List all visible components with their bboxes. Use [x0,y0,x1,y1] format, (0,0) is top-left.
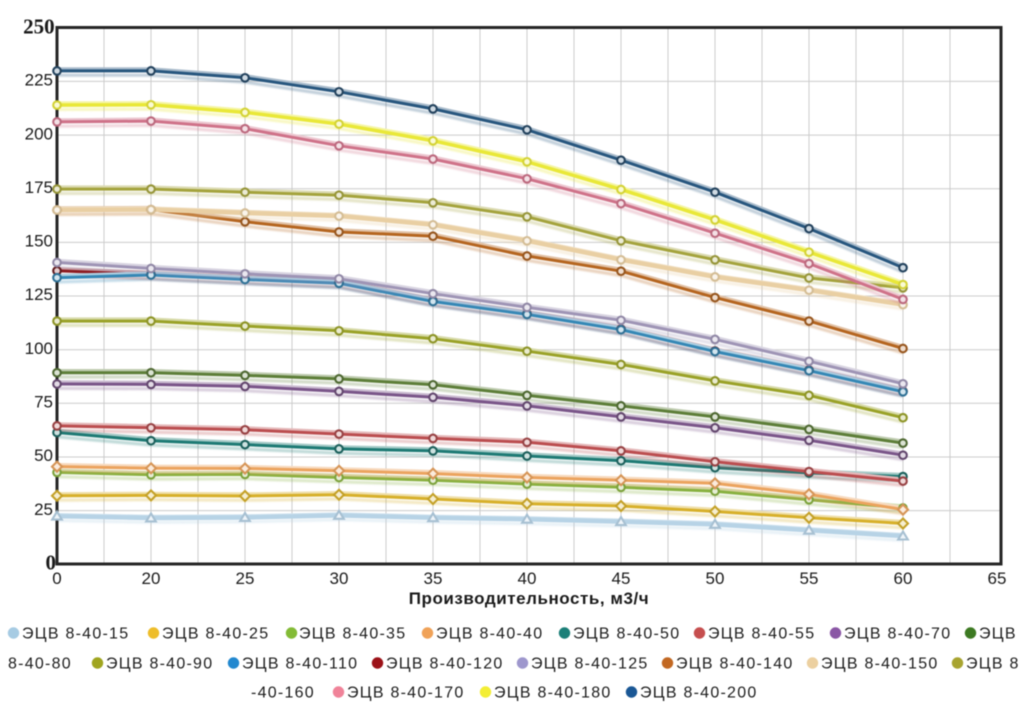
svg-text:50: 50 [34,446,53,465]
svg-text:175: 175 [25,178,53,197]
svg-text:ЭЦВ 8-40-140: ЭЦВ 8-40-140 [676,656,794,673]
svg-text:ЭЦВ 8-40-50: ЭЦВ 8-40-50 [573,626,680,643]
svg-text:225: 225 [25,71,53,90]
svg-text:ЭЦВ 8-40-15: ЭЦВ 8-40-15 [22,626,129,643]
svg-text:250: 250 [23,15,55,39]
svg-text:30: 30 [330,569,349,588]
svg-text:0: 0 [46,551,57,575]
svg-text:25: 25 [236,569,255,588]
svg-text:Производительность, м3/ч: Производительность, м3/ч [409,589,649,608]
svg-text:ЭЦВ 8-40-125: ЭЦВ 8-40-125 [531,656,649,673]
svg-text:40: 40 [518,569,537,588]
svg-text:ЭЦВ 8-40-120: ЭЦВ 8-40-120 [386,656,504,673]
svg-text:ЭЦВ 8-40-200: ЭЦВ 8-40-200 [640,685,758,702]
svg-text:60: 60 [894,569,913,588]
svg-text:65: 65 [988,569,1007,588]
svg-text:125: 125 [25,285,53,304]
svg-text:20: 20 [142,569,161,588]
svg-text:ЭЦВ 8: ЭЦВ 8 [966,656,1020,673]
svg-text:25: 25 [34,500,53,519]
svg-text:ЭЦВ 8-40-40: ЭЦВ 8-40-40 [436,626,543,643]
svg-text:150: 150 [25,232,53,251]
svg-text:200: 200 [25,124,53,143]
svg-text:35: 35 [424,569,443,588]
svg-text:-40-160: -40-160 [251,685,315,702]
svg-text:ЭЦВ 8-40-55: ЭЦВ 8-40-55 [708,626,815,643]
svg-text:ЭЦВ 8-40-150: ЭЦВ 8-40-150 [821,656,939,673]
svg-text:0: 0 [52,569,61,588]
svg-text:ЭЦВ 8-40-35: ЭЦВ 8-40-35 [299,626,406,643]
svg-text:75: 75 [34,393,53,412]
svg-text:ЭЦВ: ЭЦВ [979,626,1017,643]
svg-text:ЭЦВ 8-40-90: ЭЦВ 8-40-90 [106,656,213,673]
svg-text:ЭЦВ 8-40-180: ЭЦВ 8-40-180 [494,685,612,702]
svg-text:55: 55 [800,569,819,588]
svg-text:ЭЦВ 8-40-110: ЭЦВ 8-40-110 [242,656,358,673]
svg-text:8-40-80: 8-40-80 [8,656,72,673]
svg-text:45: 45 [612,569,631,588]
svg-text:100: 100 [25,339,53,358]
svg-text:50: 50 [706,569,725,588]
svg-text:ЭЦВ 8-40-25: ЭЦВ 8-40-25 [162,626,269,643]
svg-text:ЭЦВ 8-40-70: ЭЦВ 8-40-70 [844,626,951,643]
svg-text:ЭЦВ 8-40-170: ЭЦВ 8-40-170 [347,685,465,702]
